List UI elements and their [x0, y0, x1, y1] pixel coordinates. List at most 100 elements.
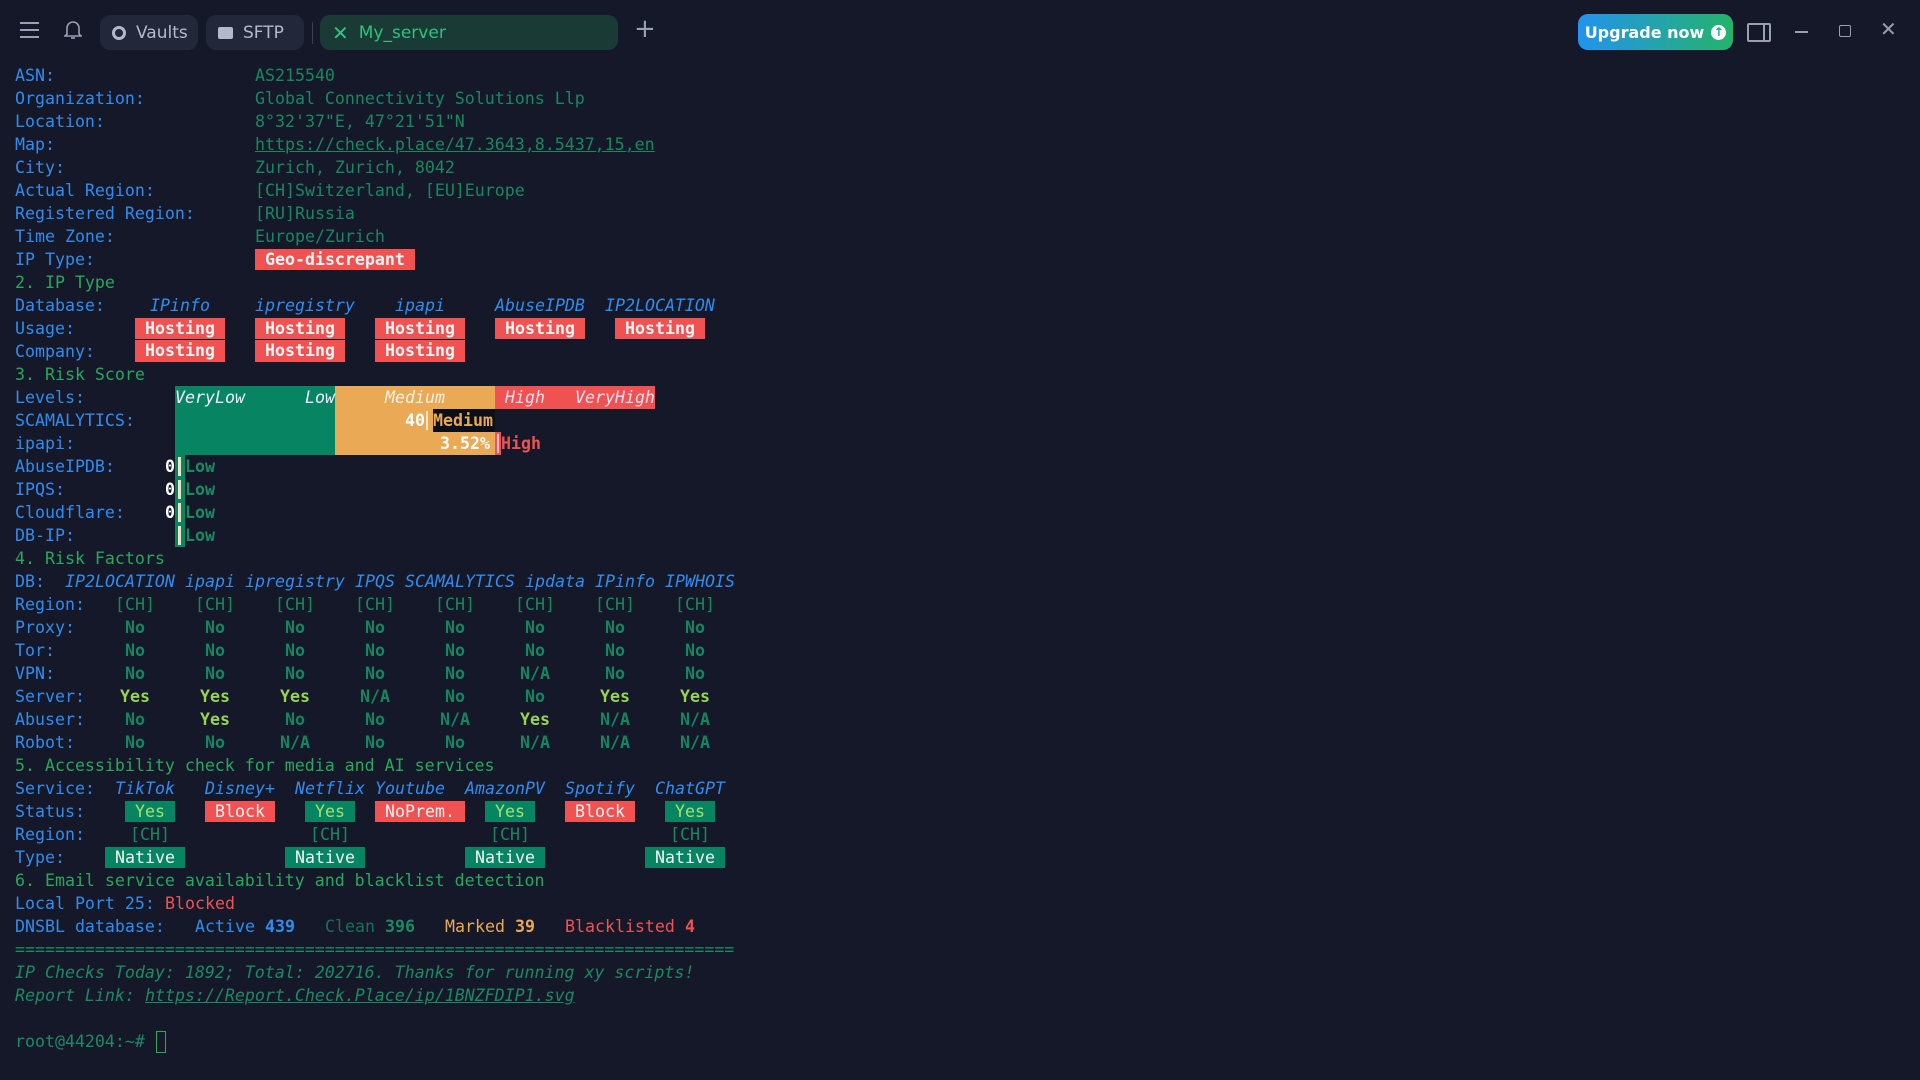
risk-factor-value: No [205, 733, 225, 752]
tab-sftp[interactable]: SFTP [206, 15, 304, 50]
risk-factor-value: No [285, 664, 305, 683]
service-amazonpv: AmazonPV [465, 779, 545, 798]
risk-factor-value: N/A [600, 710, 630, 729]
risk-factor-value: N/A [520, 733, 550, 752]
close-tab-icon[interactable]: ✕ [332, 20, 349, 45]
section-risk-factors-title: 4. Risk Factors [15, 549, 165, 568]
status-badge: Yes [305, 801, 355, 822]
risk-factor-value: [CH] [675, 595, 715, 614]
risk-factor-value: N/A [680, 710, 710, 729]
section-risk-score-title: 3. Risk Score [15, 365, 145, 384]
terminal-cursor[interactable] [156, 1031, 166, 1053]
risk-factor-value: Yes [200, 710, 230, 729]
ipapi-label: ipapi: [15, 434, 75, 453]
risk-factor-value: No [365, 641, 385, 660]
risk-factor-value: No [365, 664, 385, 683]
risk-factor-value: No [605, 618, 625, 637]
status-badge: Block [205, 801, 275, 822]
risk-factor-value: [CH] [115, 595, 155, 614]
usage-badge: Hosting [135, 318, 225, 339]
risk-factor-value: No [445, 687, 465, 706]
city-label: City: [15, 158, 65, 177]
db-ipinfo: IPinfo [150, 296, 210, 315]
shell-prompt: root@44204:~# [15, 1032, 145, 1051]
city-value: Zurich, Zurich, 8042 [255, 158, 455, 177]
risk-factor-value: No [445, 733, 465, 752]
risk-factor-db: IPWHOIS [665, 572, 735, 591]
risk-factor-value: No [205, 641, 225, 660]
upgrade-label: Upgrade now [1584, 22, 1705, 42]
risk-factor-value: [CH] [595, 595, 635, 614]
risk-factor-value: [CH] [435, 595, 475, 614]
risk-factor-value: No [125, 641, 145, 660]
service-region: [CH] [670, 825, 710, 844]
cloudflare-label: Cloudflare: [15, 503, 125, 522]
risk-factor-value: No [525, 641, 545, 660]
risk-factor-label: Proxy: [15, 618, 75, 637]
usage-badge: Hosting [255, 318, 345, 339]
risk-factor-label: VPN: [15, 664, 55, 683]
risk-factor-db: ipregistry [245, 572, 345, 591]
risk-factor-value: No [205, 618, 225, 637]
restore-icon[interactable] [1839, 25, 1851, 37]
tab-divider [312, 22, 313, 44]
service-region: [CH] [130, 825, 170, 844]
risk-factor-db: IP2LOCATION [65, 572, 175, 591]
db-ipapi: ipapi [395, 296, 445, 315]
marked-label: Marked [445, 917, 505, 936]
risk-factor-value: No [125, 664, 145, 683]
risk-factor-value: No [285, 641, 305, 660]
risk-bar-low [175, 386, 335, 455]
actual-region-label: Actual Region: [15, 181, 155, 200]
database-label: Database: [15, 296, 105, 315]
close-window-icon[interactable]: ✕ [1880, 17, 1897, 41]
ipqs-label: IPQS: [15, 480, 65, 499]
risk-factor-value: [CH] [355, 595, 395, 614]
status-label: Status: [15, 802, 85, 821]
risk-factor-value: No [125, 710, 145, 729]
service-disney: Disney+ [205, 779, 275, 798]
asn-label: ASN: [15, 66, 55, 85]
risk-factor-value: No [525, 618, 545, 637]
risk-factor-value: N/A [520, 664, 550, 683]
risk-factor-value: N/A [440, 710, 470, 729]
hamburger-menu-icon[interactable] [20, 22, 39, 38]
service-label: Service: [15, 779, 95, 798]
risk-factor-value: Yes [200, 687, 230, 706]
risk-factor-value: No [285, 710, 305, 729]
report-link[interactable]: https://Report.Check.Place/ip/1BNZFDIP1.… [145, 986, 575, 1005]
bell-icon[interactable] [63, 20, 83, 44]
risk-bar-medium [335, 386, 495, 409]
status-badge: Yes [485, 801, 535, 822]
risk-factor-label: Robot: [15, 733, 75, 752]
tab-vaults[interactable]: Vaults [100, 15, 198, 50]
port-label: Local Port 25: [15, 894, 155, 913]
level-low: Low [305, 388, 335, 407]
risk-factor-value: No [685, 664, 705, 683]
risk-factor-value: Yes [600, 687, 630, 706]
active-label: Active [195, 917, 255, 936]
company-badge: Hosting [135, 340, 225, 362]
ipapi-marker [495, 432, 501, 455]
risk-factor-value: No [605, 641, 625, 660]
risk-factor-value: [CH] [195, 595, 235, 614]
new-tab-plus-icon[interactable]: + [634, 14, 656, 44]
minimize-icon[interactable] [1795, 31, 1808, 33]
section-ip-type-title: 2. IP Type [15, 273, 115, 292]
tab-my-server[interactable]: ✕ My_server [320, 15, 618, 50]
db-label: DB: [15, 572, 45, 591]
risk-factor-value: No [125, 733, 145, 752]
upgrade-now-button[interactable]: Upgrade now ↑ [1578, 14, 1733, 50]
scamalytics-level: Medium [433, 409, 495, 432]
tab-my-server-label: My_server [358, 22, 446, 43]
ip-checks-summary: IP Checks Today: 1892; Total: 202716. Th… [15, 963, 695, 982]
map-link[interactable]: https://check.place/47.3643,8.5437,15,en [255, 135, 655, 154]
risk-factor-value: N/A [360, 687, 390, 706]
tab-sftp-label: SFTP [243, 22, 284, 43]
asn-value: AS215540 [255, 66, 335, 85]
risk-factor-value: Yes [120, 687, 150, 706]
dnsbl-label: DNSBL database: [15, 917, 165, 936]
map-label: Map: [15, 135, 55, 154]
side-panel-icon[interactable] [1747, 23, 1771, 42]
section-email-title: 6. Email service availability and blackl… [15, 871, 545, 890]
